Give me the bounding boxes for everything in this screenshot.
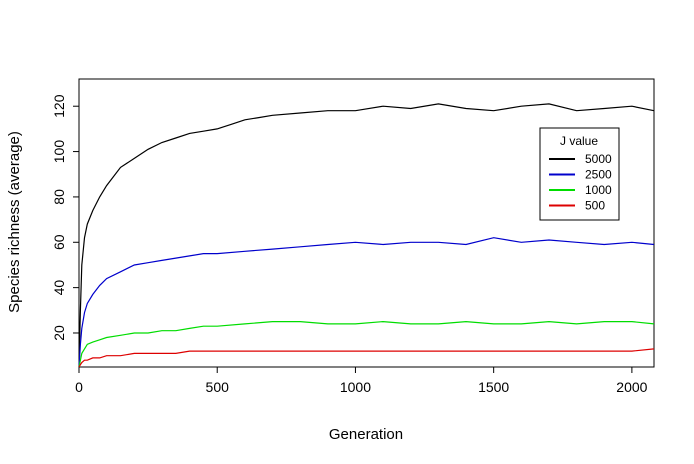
x-tick-label: 1500 bbox=[478, 379, 509, 395]
x-tick-label: 1000 bbox=[340, 379, 371, 395]
y-tick-label: 60 bbox=[51, 234, 67, 250]
series-line-2500 bbox=[78, 237, 655, 368]
x-axis: 0 500 1000 1500 2000 bbox=[75, 367, 648, 395]
series-layer bbox=[78, 103, 655, 368]
legend-label-500: 500 bbox=[585, 199, 605, 213]
series-line-500 bbox=[78, 348, 655, 368]
series-line-1000 bbox=[78, 320, 655, 368]
y-tick-label: 20 bbox=[51, 325, 67, 341]
legend-label-5000: 5000 bbox=[585, 152, 612, 166]
legend-title: J value bbox=[560, 134, 598, 148]
y-axis-title: Species richness (average) bbox=[6, 131, 23, 313]
y-tick-label: 80 bbox=[51, 189, 67, 205]
x-axis-title: Generation bbox=[329, 426, 403, 443]
x-tick-label: 0 bbox=[75, 379, 83, 395]
legend-label-2500: 2500 bbox=[585, 168, 612, 182]
y-tick-label: 40 bbox=[51, 280, 67, 296]
plot-frame bbox=[78, 78, 655, 368]
series-line-5000 bbox=[78, 103, 655, 368]
x-tick-label: 500 bbox=[206, 379, 230, 395]
y-tick-label: 120 bbox=[51, 94, 67, 118]
x-tick-label: 2000 bbox=[616, 379, 647, 395]
legend-label-1000: 1000 bbox=[585, 183, 612, 197]
y-tick-label: 100 bbox=[51, 140, 67, 164]
y-axis: 20 40 60 80 100 120 bbox=[51, 94, 79, 341]
